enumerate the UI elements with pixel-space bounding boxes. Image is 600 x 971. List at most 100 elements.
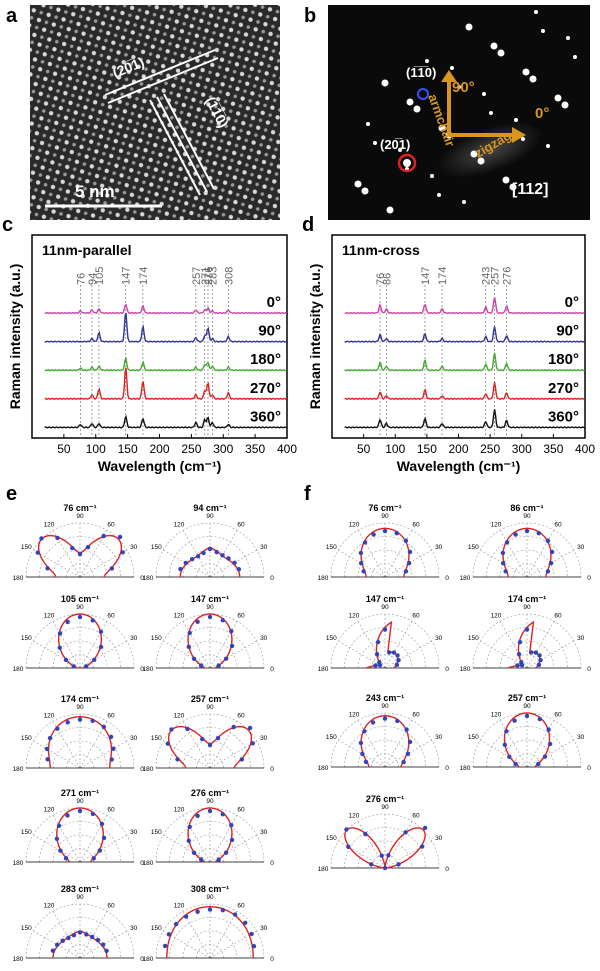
polar-grid-spoke	[52, 815, 81, 863]
series-label: 180°	[250, 351, 281, 368]
y-axis-label: Raman intensity (a.u.)	[307, 264, 323, 409]
polar-tick-label: 30	[260, 544, 268, 551]
polar-data-point	[71, 932, 77, 938]
polar-tick-label: 120	[174, 902, 185, 909]
polar-grid-arc	[66, 563, 94, 578]
polar-tick-label: 0	[140, 956, 144, 963]
polar-data-point	[229, 822, 234, 828]
polar-data-point	[363, 759, 369, 765]
polar-tick-label: 30	[260, 925, 268, 932]
polar-grid-spoke	[338, 739, 386, 768]
polar-data-point	[524, 713, 530, 719]
polar-data-point	[533, 650, 539, 655]
polar-data-point	[538, 657, 543, 663]
polar-grid-spoke	[209, 549, 257, 578]
polar-grid-arc	[196, 944, 224, 959]
polar-tick-label: 60	[107, 806, 115, 813]
polar-grid-spoke	[209, 621, 238, 669]
polar-data-point	[77, 551, 83, 557]
polar-tick-label: 150	[326, 734, 337, 741]
polar-tick-label: 90	[381, 804, 389, 811]
polar-grid-arc	[357, 739, 413, 768]
polar-plot: 276 cm⁻¹ 180 150 120 90 60 30 0	[143, 788, 275, 867]
diffraction-spot	[522, 68, 530, 76]
polar-data-point	[379, 853, 384, 858]
polar-grid-spoke	[357, 530, 386, 578]
polar-tick-label: 180	[143, 575, 154, 582]
polar-data-point	[396, 657, 401, 663]
polar-title: 76 cm⁻¹	[368, 503, 401, 513]
polar-data-point	[403, 569, 409, 574]
polar-tick-label: 120	[491, 521, 502, 528]
polar-tick-label: 0	[445, 575, 449, 582]
polar-tick-label: 0	[587, 765, 591, 772]
polar-data-point	[101, 835, 107, 841]
polar-grid-spoke	[384, 821, 413, 869]
polar-grid-spoke	[79, 834, 127, 863]
polar-tick-label: 180	[13, 666, 24, 673]
diffraction-spot	[490, 42, 498, 50]
polar-grid-spoke	[209, 815, 238, 863]
polar-data-point	[56, 823, 62, 828]
polar-data-point	[166, 932, 172, 937]
polar-tick-label: 60	[237, 712, 245, 719]
polar-grid-arc	[344, 726, 426, 768]
polar-tick-label: 120	[491, 711, 502, 718]
polar-data-point	[220, 812, 225, 817]
polar-grid-arc	[169, 821, 251, 863]
polar-data-point	[109, 757, 114, 762]
polar-data-point	[236, 567, 242, 572]
zone-axis-label: [112]	[512, 181, 548, 198]
polar-tick-label: 90	[206, 604, 214, 611]
polar-grid-spoke	[338, 640, 386, 669]
polar-data-point	[95, 937, 101, 943]
polar-data-point	[189, 556, 195, 562]
polar-grid-arc	[39, 536, 121, 578]
polar-tick-label: 30	[130, 635, 138, 642]
polar-tick-label: 150	[151, 829, 162, 836]
polar-data-point	[104, 948, 109, 954]
polar-tick-label: 180	[460, 666, 471, 673]
series-label: 270°	[250, 380, 281, 397]
series-label: 360°	[250, 408, 281, 425]
polar-grid-arc	[196, 563, 224, 578]
polar-data-point	[100, 942, 106, 947]
x-tick-label: 250	[181, 442, 201, 456]
polar-data-point	[214, 549, 219, 555]
polar-tick-label: 120	[349, 812, 360, 819]
polar-tick-label: 120	[174, 806, 185, 813]
peak-label: 147	[420, 267, 432, 285]
polar-tick-label: 180	[143, 860, 154, 867]
polar-tick-label: 30	[260, 735, 268, 742]
polar-plot: 86 cm⁻¹ 180 150 120 90 60 30 0	[460, 503, 592, 582]
polar-data-point	[65, 720, 70, 725]
polar-data-point	[504, 540, 510, 545]
angle-90-label: 90°	[452, 79, 475, 96]
diffraction-spot	[566, 36, 570, 40]
polar-grid-arc	[52, 549, 108, 578]
polar-data-point	[226, 556, 231, 561]
polar-tick-label: 30	[260, 829, 268, 836]
polar-title: 308 cm⁻¹	[191, 884, 229, 894]
polar-grid-spoke	[338, 840, 386, 869]
diffraction-spot	[425, 59, 429, 63]
polar-data-point	[169, 727, 174, 732]
diffraction-spot	[482, 92, 486, 96]
polar-data-point	[220, 618, 225, 623]
polar-plot: 243 cm⁻¹ 180 150 120 90 60 30 0	[318, 693, 450, 772]
polar-grid-spoke	[33, 834, 81, 863]
polar-data-point	[406, 560, 412, 566]
polar-data-point	[536, 662, 542, 668]
polar-data-point	[71, 664, 76, 669]
polar-grid-spoke	[499, 530, 528, 578]
polar-tick-label: 60	[237, 902, 245, 909]
polar-data-point	[549, 549, 555, 555]
x-tick-label: 300	[512, 442, 532, 456]
polar-data-point	[362, 540, 368, 545]
polar-grid-arc	[52, 740, 108, 769]
peak-label: 105	[94, 267, 106, 285]
polar-grid-spoke	[209, 530, 238, 578]
peak-label: 147	[121, 267, 133, 285]
polar-data-point	[92, 657, 97, 662]
polar-grid-spoke	[33, 930, 81, 959]
